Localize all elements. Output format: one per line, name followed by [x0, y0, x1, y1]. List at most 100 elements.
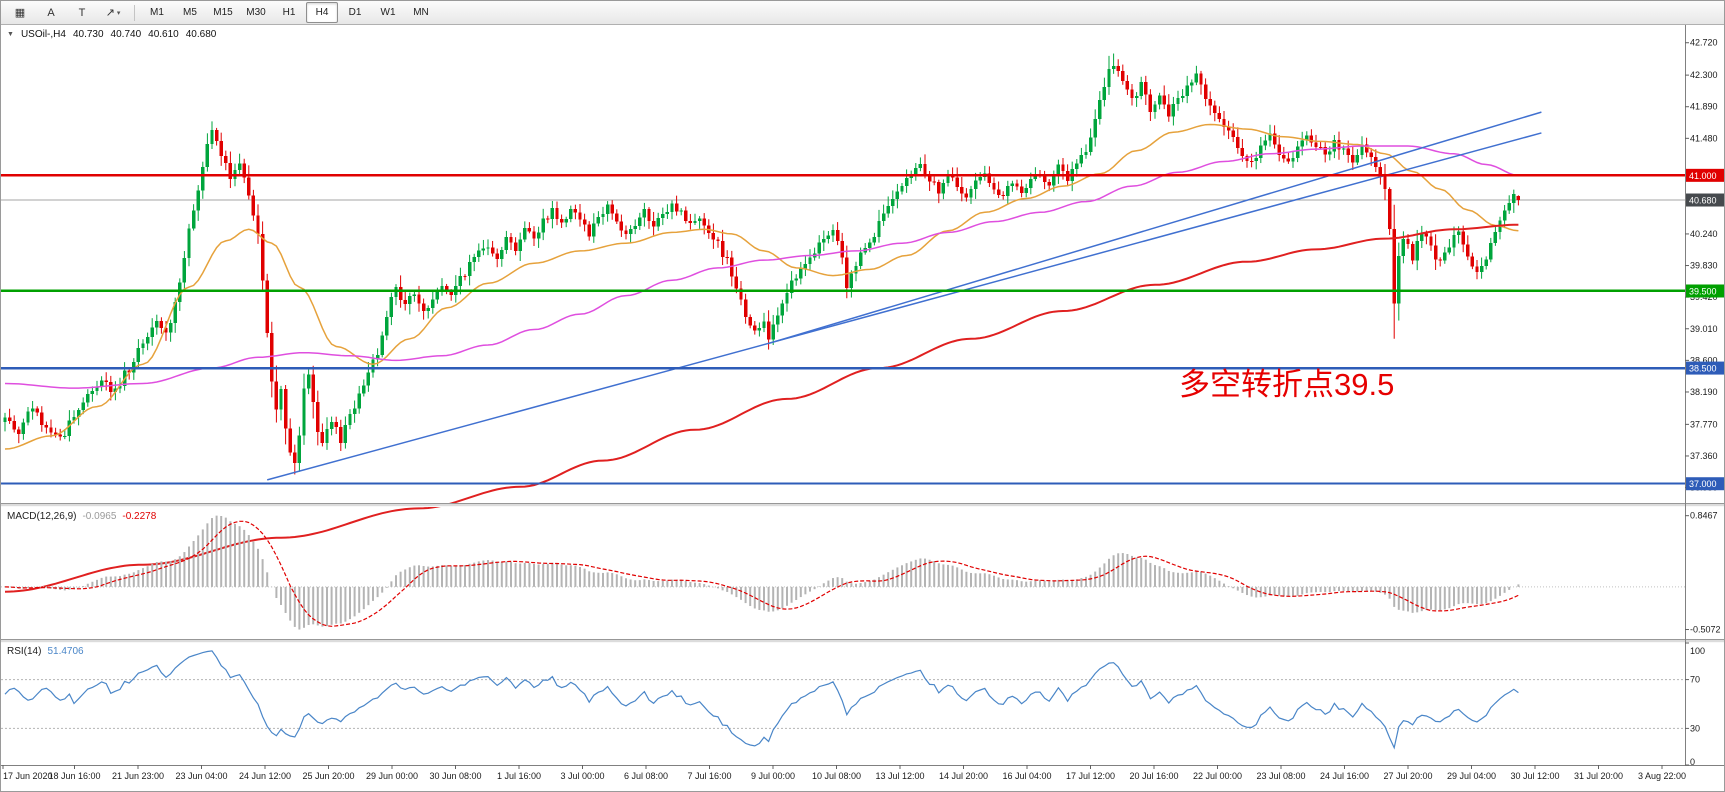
candle-body: [1084, 151, 1088, 156]
candle-body: [412, 294, 417, 296]
candle-body: [339, 427, 343, 444]
candle-body: [1443, 252, 1447, 261]
collapse-icon[interactable]: ▼: [7, 31, 14, 38]
candle-body: [49, 427, 53, 433]
macd-label: MACD(12,26,9) -0.0965 -0.2278: [7, 511, 156, 522]
candle-body: [564, 218, 568, 223]
candle-body: [210, 130, 214, 144]
candle-body: [523, 228, 527, 240]
candle-body: [270, 333, 274, 382]
candle-body: [90, 391, 95, 395]
cursor-a-button[interactable]: A: [47, 6, 55, 19]
candle-body: [297, 435, 302, 463]
candle-body: [486, 247, 490, 249]
candle-body: [693, 220, 697, 224]
candle-body: [237, 163, 242, 170]
candle-body: [1249, 160, 1254, 162]
candle-body: [86, 394, 90, 403]
candle-body: [251, 195, 256, 216]
candle-body: [118, 385, 122, 389]
candle-body: [582, 219, 587, 225]
candle-body: [136, 348, 141, 363]
candle-body: [1033, 175, 1038, 179]
candle-body: [472, 257, 476, 263]
candle-body: [891, 199, 895, 206]
candle-body: [159, 321, 164, 328]
candle-body: [288, 428, 292, 453]
candle-body: [283, 388, 288, 429]
panel-splitter[interactable]: [1, 639, 1725, 643]
hatch-grid-button[interactable]: ▦: [14, 7, 26, 19]
trendline-1[interactable]: [267, 132, 1542, 481]
arrow-tool-button[interactable]: ↗ ▾: [105, 7, 121, 19]
candle-body: [1029, 178, 1033, 189]
text-tool-button[interactable]: T: [78, 6, 86, 19]
candle-body: [477, 250, 481, 258]
candle-body: [1484, 259, 1488, 266]
candle-body: [886, 205, 890, 214]
timeframe-mn-button[interactable]: MN: [413, 7, 429, 18]
candle-body: [546, 218, 550, 220]
candle-body: [449, 291, 453, 295]
candle-body: [789, 280, 794, 293]
time-scale-area[interactable]: [1, 765, 1725, 792]
candle-body: [711, 233, 716, 240]
candle-body: [99, 380, 104, 387]
ma-slow-red-line: [4, 223, 1519, 593]
dropdown-caret-icon[interactable]: ▾: [116, 9, 121, 17]
timeframe-h1-button[interactable]: H1: [282, 7, 296, 18]
candle-body: [113, 388, 118, 393]
candle-body: [95, 386, 99, 392]
price-scale-area[interactable]: [1685, 25, 1725, 765]
candle-body: [987, 173, 992, 184]
candle-body: [21, 422, 26, 435]
candle-body: [431, 299, 435, 309]
time-axis-label: 10 Jul 08:00: [812, 771, 861, 781]
timeframe-m5-button[interactable]: M5: [183, 7, 197, 18]
candle-body: [1406, 239, 1410, 245]
candle-body: [385, 316, 389, 336]
candle-body: [458, 276, 463, 286]
candle-body: [739, 288, 743, 300]
candle-body: [785, 292, 789, 304]
candle-body: [173, 301, 177, 323]
candle-body: [702, 218, 706, 226]
candle-body: [467, 262, 472, 277]
timeframe-m1-button[interactable]: M1: [150, 7, 164, 18]
timeframe-m30-button[interactable]: M30: [246, 7, 266, 18]
candle-body: [72, 416, 76, 421]
candle-body: [1056, 164, 1061, 177]
chart-area[interactable]: 42.72042.30041.89041.48040.24039.83039.4…: [1, 25, 1725, 792]
candle-body: [1236, 136, 1240, 148]
timeframe-m15-button[interactable]: M15: [213, 7, 233, 18]
time-axis-label: 21 Jun 23:00: [112, 771, 164, 781]
candle-body: [1157, 95, 1162, 105]
candle-body: [1461, 231, 1465, 245]
timeframe-d1-button[interactable]: D1: [348, 7, 362, 18]
candle-body: [500, 250, 504, 259]
timeframe-h4-button[interactable]: H4: [306, 2, 338, 23]
candle-body: [1125, 81, 1130, 90]
candle-body: [1337, 140, 1341, 150]
candle-body: [389, 297, 394, 317]
ma-mid-magenta-line: [4, 145, 1519, 389]
candle-body: [398, 287, 403, 300]
candle-body: [757, 328, 762, 331]
candle-body: [845, 257, 849, 289]
candle-body: [725, 256, 729, 258]
candle-body: [513, 242, 518, 252]
candle-body: [872, 236, 877, 243]
candle-body: [1088, 137, 1093, 152]
time-axis-label: 14 Jul 20:00: [939, 771, 988, 781]
panel-splitter[interactable]: [1, 503, 1725, 507]
price-badge-label: 38.500: [1689, 364, 1717, 374]
candle-body: [1346, 148, 1350, 156]
candle-body: [1208, 98, 1212, 106]
candle-body: [881, 213, 886, 221]
candle-body: [734, 276, 739, 289]
timeframe-w1-button[interactable]: W1: [380, 7, 396, 18]
trendline-2[interactable]: [768, 111, 1542, 345]
chart-canvas[interactable]: 42.72042.30041.89041.48040.24039.83039.4…: [1, 25, 1725, 792]
candle-body: [1360, 144, 1364, 156]
candle-body: [380, 335, 384, 356]
